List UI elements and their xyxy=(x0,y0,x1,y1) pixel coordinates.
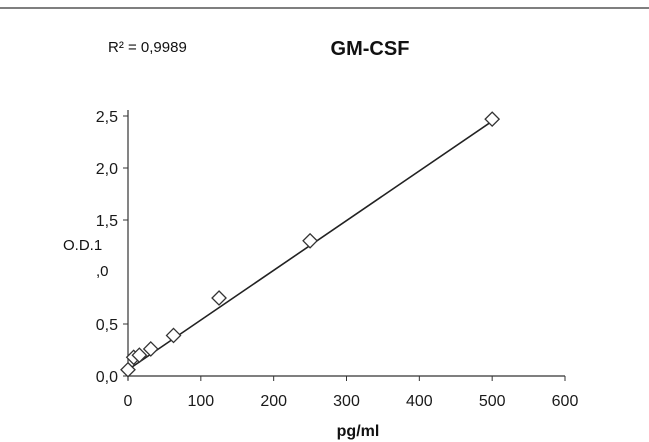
y-tick-label: 2,5 xyxy=(96,109,118,126)
x-tick-label: 400 xyxy=(406,393,433,410)
x-tick-label: 600 xyxy=(552,393,579,410)
data-point-marker xyxy=(131,347,148,364)
y-tick-label: 0,0 xyxy=(96,369,118,386)
y-axis-label-line1: O.D.1 xyxy=(63,237,102,254)
data-point-marker xyxy=(484,111,501,128)
x-tick-label: 300 xyxy=(333,393,360,410)
x-tick-label: 200 xyxy=(260,393,287,410)
chart-title: GM-CSF xyxy=(331,38,410,60)
y-tick-label: 0,5 xyxy=(96,317,118,334)
data-points xyxy=(120,111,501,378)
y-tick-label: 2,0 xyxy=(96,161,118,178)
y-tick-label: 1,5 xyxy=(96,213,118,230)
x-tick-label: 500 xyxy=(479,393,506,410)
data-point-marker xyxy=(211,290,227,306)
data-point-marker xyxy=(165,327,182,344)
x-axis-label: pg/ml xyxy=(337,423,380,440)
data-point-marker xyxy=(120,361,136,378)
x-tick-label: 100 xyxy=(187,393,214,410)
axes: 0,0 0,5 1,5 2,0 2,5 0 100 200 300 400 500 600 xyxy=(96,109,579,410)
y-axis-label-line2: ,0 xyxy=(96,263,109,280)
data-point-marker xyxy=(302,232,319,249)
data-point-marker xyxy=(142,341,159,357)
r-squared-annotation: R² = 0,9989 xyxy=(108,39,187,56)
x-tick-label: 0 xyxy=(124,393,133,410)
